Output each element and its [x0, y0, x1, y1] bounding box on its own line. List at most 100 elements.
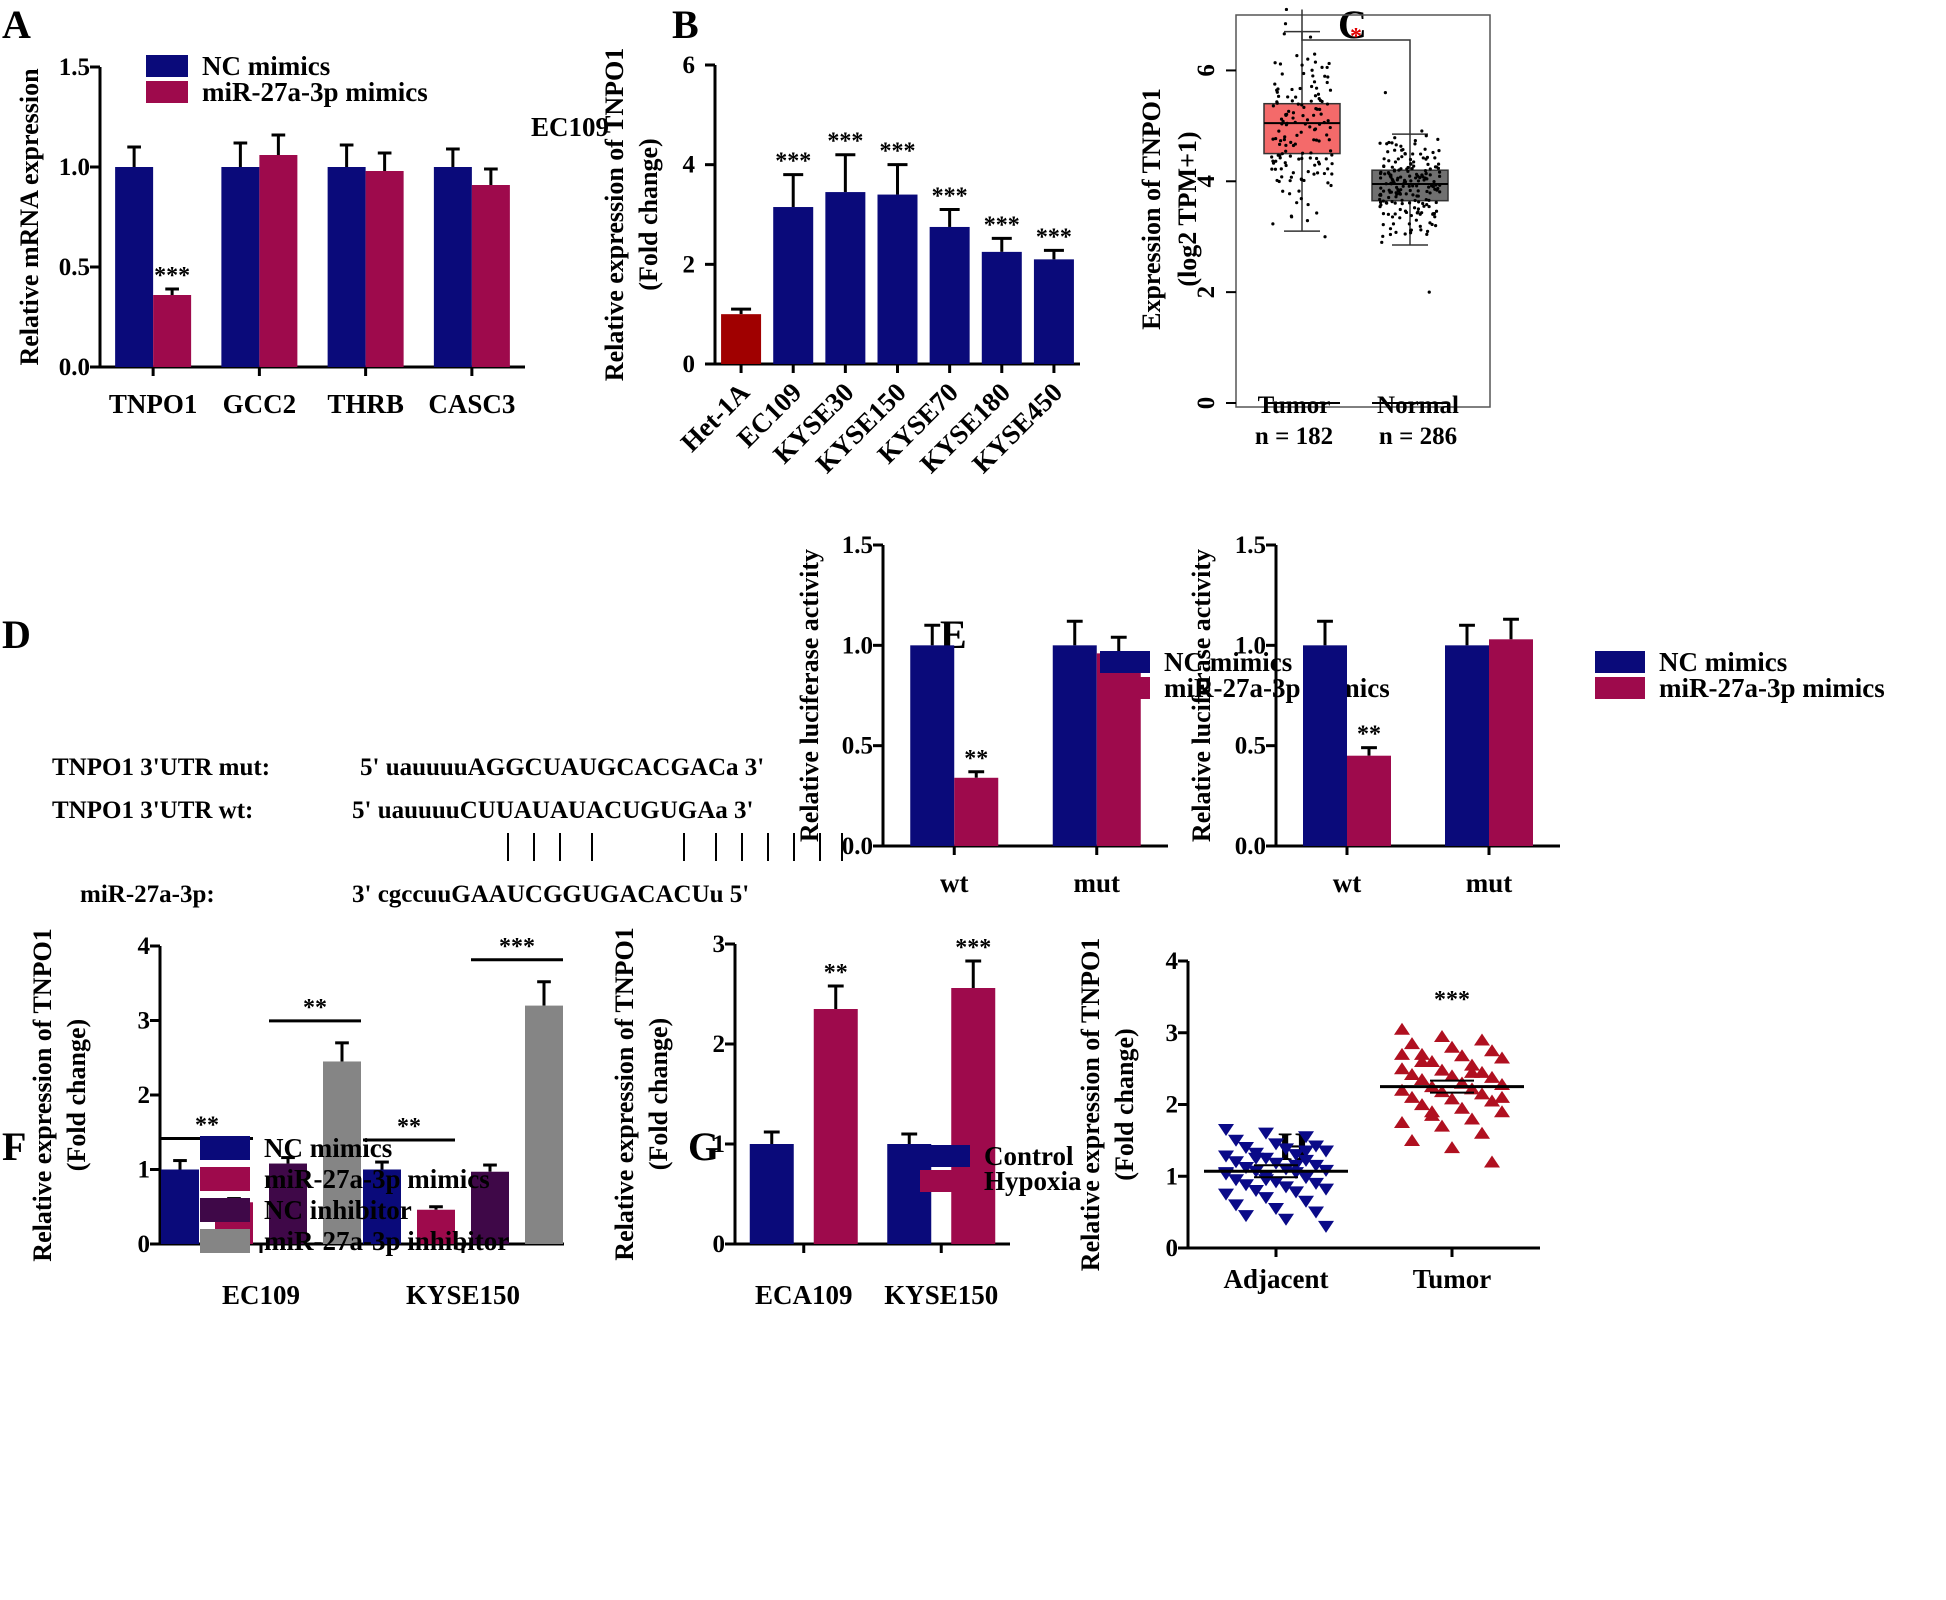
data-point [1288, 154, 1292, 158]
bar [910, 645, 955, 846]
data-point [1433, 215, 1437, 219]
data-point [1399, 144, 1403, 148]
data-point [1330, 162, 1334, 166]
data-point [1291, 171, 1295, 175]
significance-label: ** [1357, 722, 1381, 748]
data-point [1288, 179, 1292, 183]
data-point [1306, 202, 1310, 207]
data-point [1394, 1083, 1410, 1096]
data-point [1433, 187, 1437, 191]
legend-label: NC inhibitor [264, 1195, 412, 1225]
data-point [1464, 1112, 1480, 1125]
data-point [1419, 152, 1423, 156]
data-point [1393, 201, 1397, 205]
data-point [1300, 63, 1304, 67]
data-point [1400, 155, 1404, 159]
data-point [1434, 1119, 1450, 1132]
significance-label: *** [154, 263, 190, 289]
data-point [1390, 200, 1394, 204]
data-point [1380, 240, 1384, 244]
data-point [1411, 193, 1415, 197]
x-tick-label: wt [1333, 868, 1362, 898]
data-point [1290, 99, 1294, 103]
data-point [1427, 290, 1431, 294]
data-point [1288, 192, 1292, 196]
data-point [1279, 117, 1284, 121]
data-point [1238, 1141, 1254, 1154]
bar [749, 1144, 794, 1244]
data-point [1415, 184, 1419, 188]
data-point [1444, 1092, 1460, 1105]
bar [327, 167, 366, 367]
data-point [1290, 87, 1294, 92]
y-axis-label: (Fold change) [634, 138, 663, 290]
data-point [1378, 176, 1383, 180]
bar [161, 1169, 199, 1244]
data-point [1312, 172, 1316, 176]
significance-bracket [1301, 9, 1411, 135]
legend-label: miR-27a-3p inhibitor [264, 1226, 509, 1256]
data-point [1484, 1155, 1500, 1168]
data-point [1415, 194, 1419, 198]
data-point [1276, 94, 1281, 98]
legend-swatch [1100, 651, 1150, 673]
data-point [1318, 98, 1322, 103]
data-point [1308, 125, 1312, 129]
x-tick-label: wt [940, 868, 969, 898]
data-point [1404, 1037, 1420, 1050]
data-point [1424, 1105, 1440, 1118]
data-point [1379, 193, 1383, 197]
data-point [1381, 199, 1385, 203]
x-tick-label: ECA109 [755, 1280, 853, 1310]
data-point [1393, 148, 1397, 152]
data-point [1404, 1067, 1420, 1080]
data-point [1409, 179, 1413, 183]
data-point [1438, 174, 1442, 178]
panel-letter-a: A [2, 2, 31, 47]
data-point [1318, 1220, 1334, 1233]
y-tick-label: 1.0 [1235, 632, 1266, 659]
legend-label: Control [984, 1141, 1074, 1171]
data-point [1434, 1029, 1450, 1042]
data-point [1381, 223, 1385, 227]
y-axis-label: Relative expression of TNPO1 [610, 927, 639, 1260]
data-point [1432, 180, 1436, 184]
y-tick-label: 1.5 [1235, 532, 1266, 559]
data-point [1400, 202, 1404, 206]
data-point [1278, 1163, 1294, 1176]
data-point [1291, 116, 1295, 120]
bar [269, 1163, 307, 1244]
data-point [1320, 65, 1324, 69]
y-axis-label: (Fold change) [62, 1019, 91, 1171]
x-tick-label: TNPO1 [109, 389, 198, 419]
data-point [1411, 152, 1415, 156]
data-point [1404, 192, 1408, 196]
chart-a: 0.0 0.5 1.0 1.5 Relative mRNA expression TNPO… [15, 51, 609, 419]
y-tick-label: 2 [1166, 1092, 1179, 1119]
data-point [1378, 204, 1382, 209]
mir-sequence: 3' cgccuuGAAUCGGUGACACUu 5' [352, 881, 749, 908]
data-point [1409, 213, 1413, 218]
data-point [1425, 177, 1429, 181]
mut-label: TNPO1 3'UTR mut: [52, 754, 270, 781]
data-point [1312, 138, 1316, 142]
bar [433, 167, 472, 367]
data-point [1404, 1133, 1420, 1146]
data-point [1283, 22, 1288, 26]
y-axis-label: Expression of TNPO1 [1137, 88, 1166, 330]
bar [825, 192, 866, 364]
data-point [1298, 1172, 1314, 1185]
data-point [1280, 175, 1284, 179]
data-point [1278, 1181, 1294, 1194]
legend-swatch [920, 1145, 970, 1167]
data-point [1434, 209, 1439, 213]
data-point [1328, 125, 1332, 130]
data-point [1484, 1070, 1500, 1083]
data-point [1396, 157, 1400, 161]
data-point [1414, 1072, 1430, 1085]
data-point [1328, 149, 1333, 153]
data-point [1288, 1149, 1304, 1162]
data-point [1474, 1126, 1490, 1139]
significance-label: *** [932, 184, 968, 210]
data-point [1268, 1138, 1284, 1151]
